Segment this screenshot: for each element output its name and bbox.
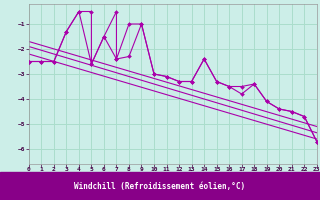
Text: Windchill (Refroidissement éolien,°C): Windchill (Refroidissement éolien,°C): [75, 182, 245, 190]
